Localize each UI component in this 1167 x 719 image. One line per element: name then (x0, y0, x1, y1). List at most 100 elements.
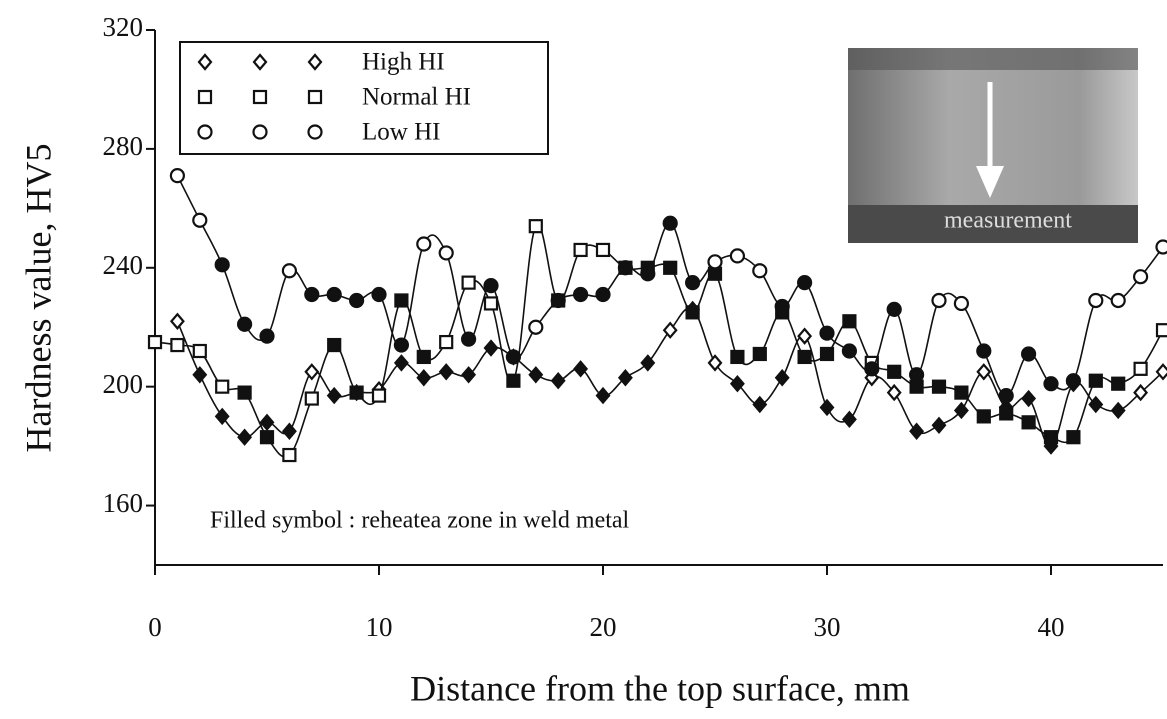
point (215, 379, 230, 394)
legend-label: Normal HI (362, 84, 471, 111)
point (349, 385, 364, 400)
legend-symbol (252, 53, 268, 71)
point (528, 366, 544, 384)
legend-symbol (252, 124, 268, 140)
point (730, 349, 745, 365)
point (1110, 401, 1126, 420)
point (1133, 361, 1148, 376)
point (707, 266, 723, 281)
point (684, 275, 701, 291)
point (819, 398, 835, 417)
inset-band (848, 205, 1138, 243)
point (774, 369, 790, 387)
point (864, 361, 880, 377)
point (550, 372, 566, 390)
point (841, 343, 858, 359)
point (169, 168, 185, 184)
point (841, 410, 857, 429)
point (326, 386, 342, 405)
point (752, 395, 768, 414)
inset-band (848, 48, 1138, 70)
point (998, 387, 1014, 404)
point (147, 334, 163, 350)
point (1088, 292, 1104, 309)
y-tick-label: 200 (103, 369, 144, 399)
point (953, 295, 970, 312)
point (572, 286, 589, 303)
point (752, 346, 767, 362)
point (281, 422, 297, 440)
point (931, 379, 947, 394)
point (1021, 389, 1037, 408)
point (886, 301, 902, 317)
point (931, 292, 947, 309)
series (147, 219, 1167, 463)
x-tick-label: 20 (590, 612, 617, 642)
point (1088, 373, 1103, 388)
point (617, 369, 633, 387)
inset-arrowhead (976, 166, 1004, 198)
point (640, 266, 656, 282)
plot-frame (154, 30, 1163, 566)
point (1133, 383, 1149, 402)
point (999, 406, 1014, 421)
point (707, 254, 723, 270)
point (461, 366, 477, 384)
legend-symbol (307, 89, 323, 105)
point (796, 275, 813, 291)
x-tick-label: 30 (814, 612, 841, 642)
point (237, 428, 253, 446)
legend-symbol (307, 124, 323, 140)
legend-box (179, 41, 549, 155)
point (1155, 239, 1167, 255)
point (282, 447, 297, 463)
point (304, 391, 319, 406)
point (1155, 323, 1167, 338)
point (685, 305, 700, 320)
point (237, 316, 253, 332)
point (371, 388, 387, 403)
legend-symbol (197, 89, 213, 105)
legend-symbol (252, 89, 268, 105)
series (169, 300, 1167, 455)
legend-symbol (197, 124, 213, 140)
point (663, 260, 678, 275)
point (1043, 376, 1059, 392)
inset-photo: measurement (848, 48, 1138, 243)
point (931, 416, 947, 434)
point (461, 331, 477, 347)
y-tick-label: 280 (103, 131, 144, 161)
point (483, 278, 499, 294)
point (438, 363, 454, 381)
point (595, 286, 611, 303)
point (461, 275, 476, 290)
point (1155, 363, 1167, 381)
point (1066, 430, 1081, 445)
series (169, 168, 1167, 404)
series-line (154, 223, 1164, 458)
point (1110, 292, 1126, 309)
x-tick-label: 40 (1038, 612, 1065, 642)
point (842, 314, 857, 329)
point (797, 327, 813, 345)
point (393, 337, 409, 353)
point (1043, 430, 1059, 445)
point (259, 430, 275, 445)
point (528, 319, 544, 335)
point (595, 242, 611, 258)
point (976, 343, 992, 359)
point (797, 349, 812, 365)
point (909, 422, 925, 440)
point (774, 298, 790, 315)
x-tick-label: 0 (148, 612, 162, 642)
point (729, 248, 746, 264)
point (1020, 346, 1037, 362)
point (281, 263, 297, 279)
point (819, 346, 835, 362)
point (954, 385, 969, 400)
point (908, 367, 925, 383)
point (304, 363, 320, 381)
point (573, 242, 588, 258)
point (617, 260, 634, 276)
